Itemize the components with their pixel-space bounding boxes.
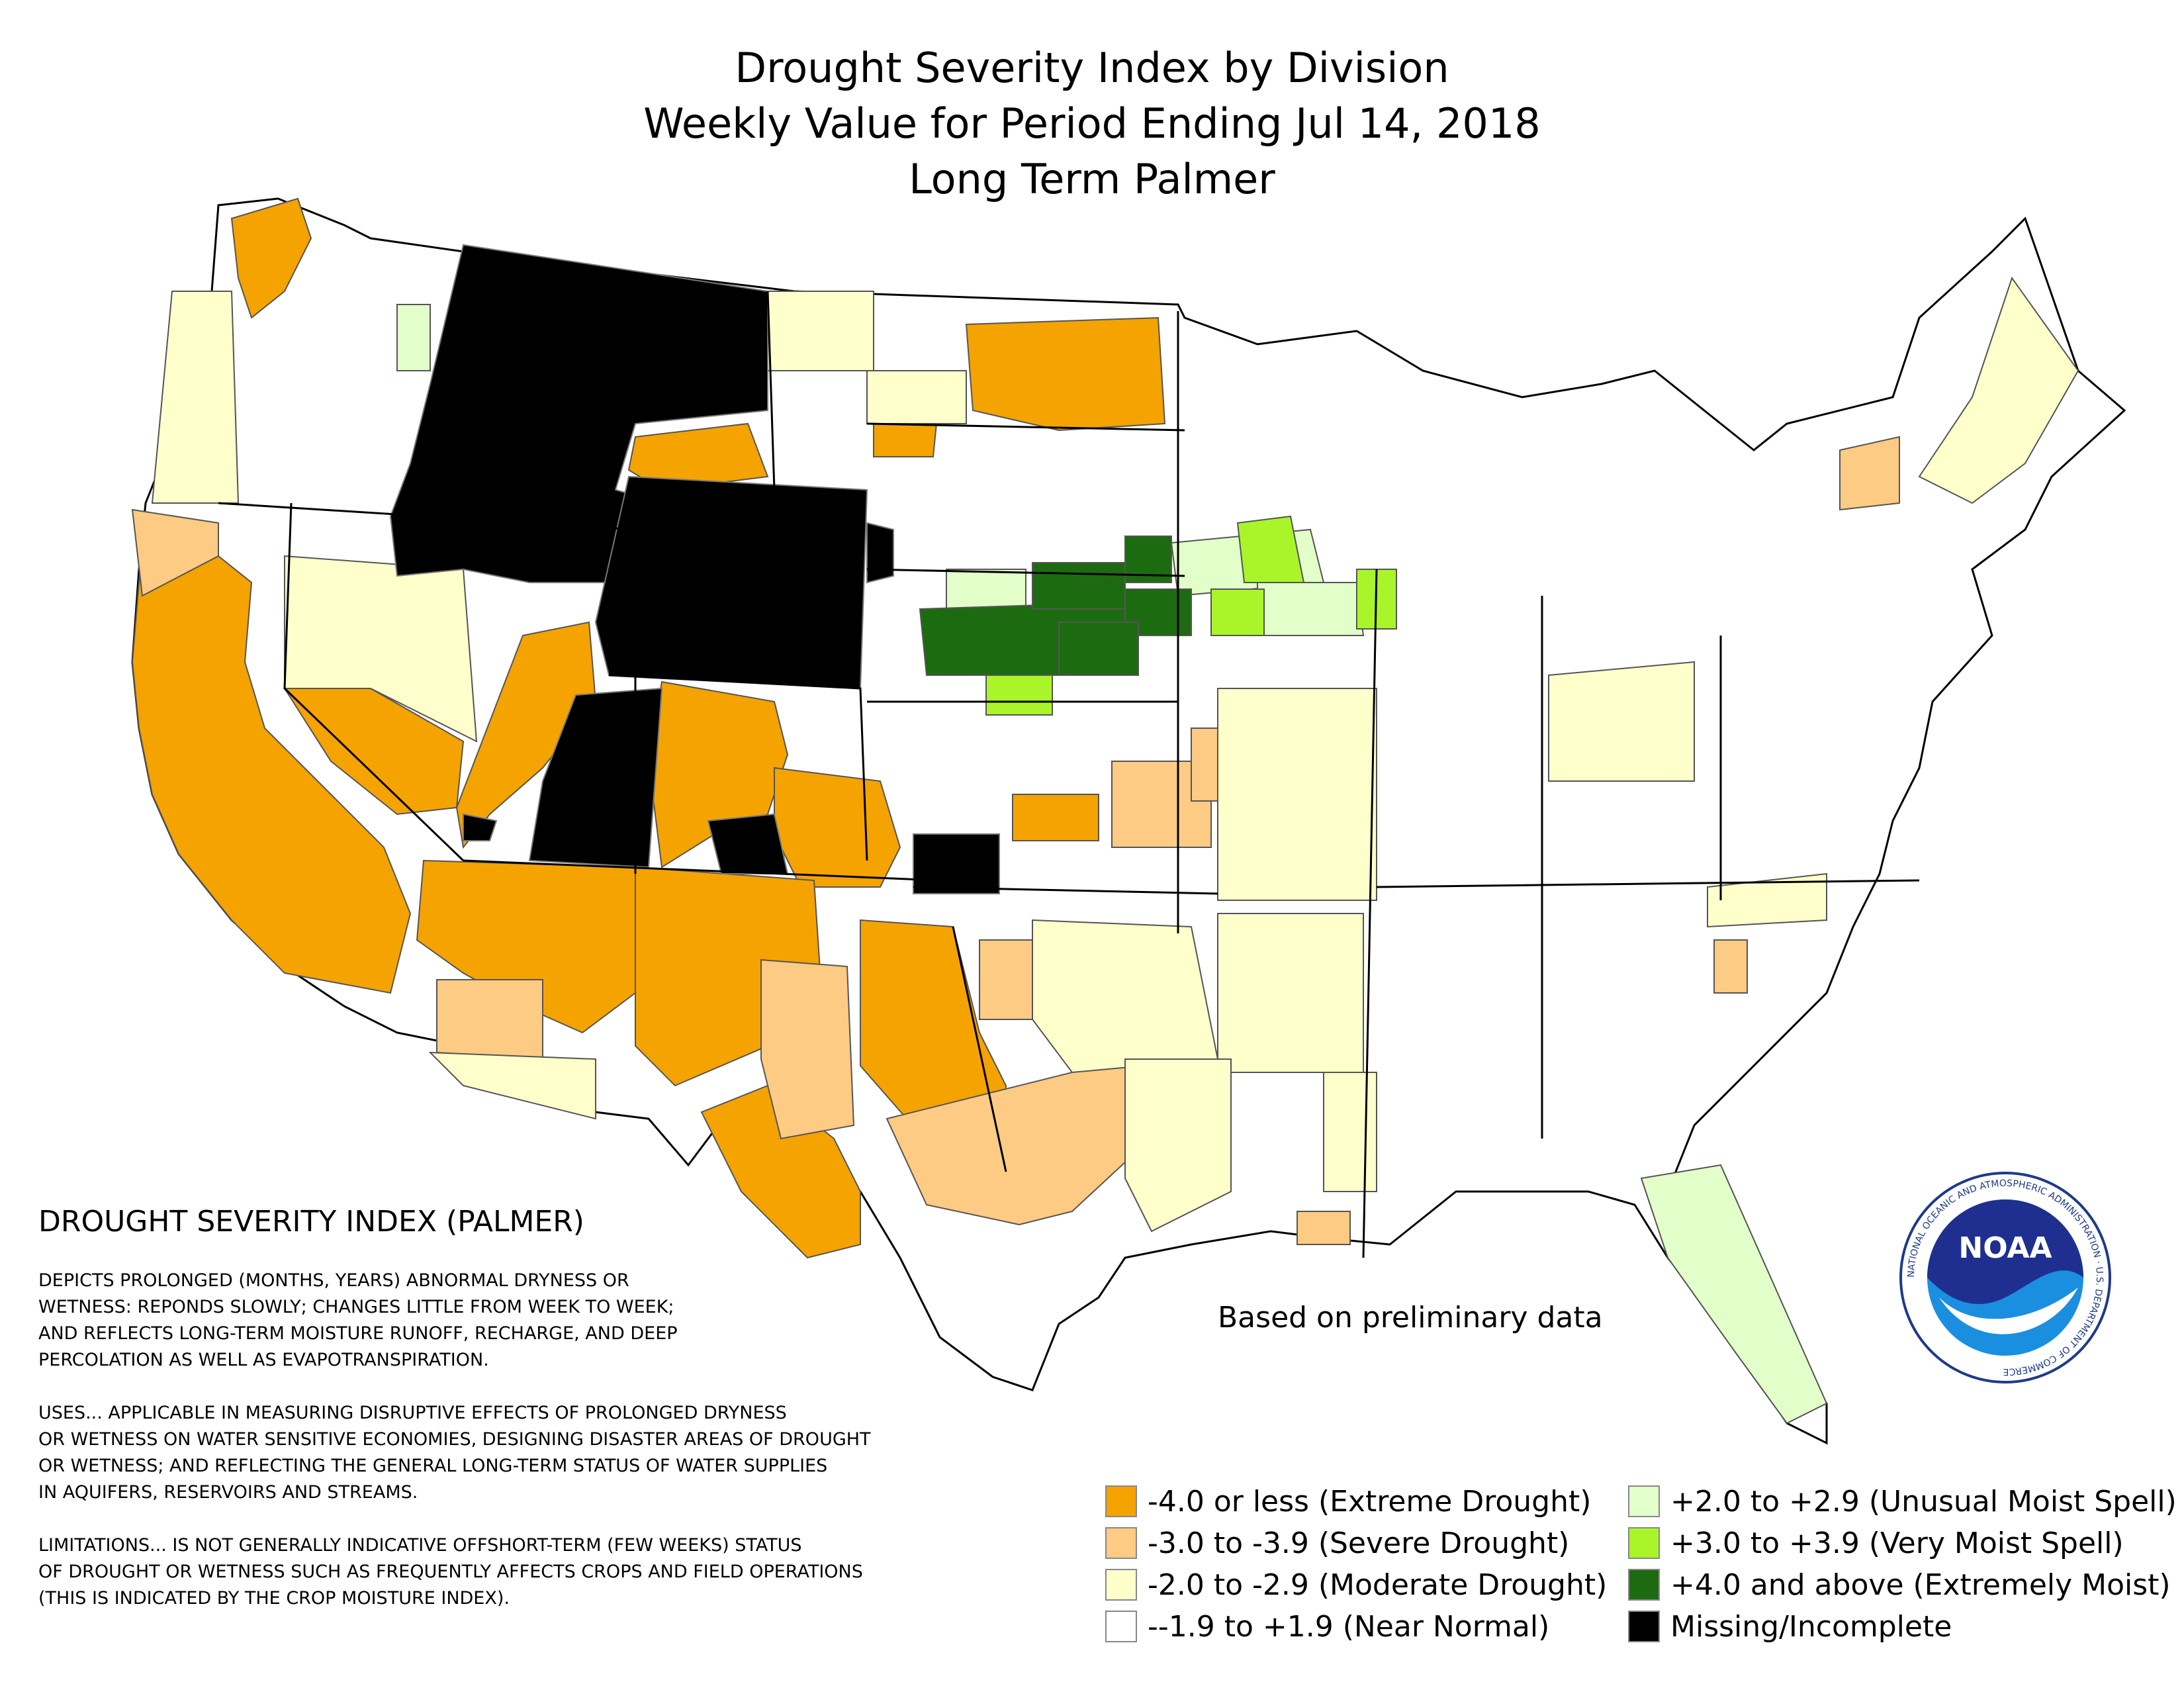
region-colorado-south [774, 767, 901, 888]
legend-label: --1.9 to +1.9 (Near Normal) [1148, 1609, 1550, 1644]
region-south-carolina [1713, 939, 1748, 994]
legend-label: -2.0 to -2.9 (Moderate Drought) [1148, 1568, 1608, 1602]
legend-swatch [1105, 1569, 1137, 1601]
region-south-dakota-east [1032, 562, 1126, 610]
map-title: Drought Severity Index by Division [735, 44, 1449, 92]
noaa-logo: NOAA NATIONAL OCEANIC AND ATMOSPHERIC AD… [1899, 1172, 2111, 1383]
legend-swatch [1105, 1527, 1137, 1559]
region-iowa-north [1257, 582, 1365, 636]
region-minnesota-central [1236, 515, 1305, 583]
region-north-dakota [965, 316, 1166, 432]
legend-severe-drought: -3.0 to -3.9 (Severe Drought) [1105, 1524, 1569, 1562]
legend-label: -4.0 or less (Extreme Drought) [1148, 1484, 1592, 1519]
region-kansas-west [1012, 794, 1099, 841]
legend-label: -3.0 to -3.9 (Severe Drought) [1148, 1526, 1570, 1560]
region-utah [455, 621, 597, 849]
region-minnesota-southwest [1124, 536, 1172, 583]
legend-swatch [1628, 1527, 1660, 1559]
legend-swatch [1628, 1611, 1660, 1642]
region-arizona-southwest [428, 1051, 596, 1120]
legend-swatch [1628, 1569, 1660, 1601]
region-texas-east [1124, 1058, 1232, 1233]
legend-extremely-moist: +4.0 and above (Extremely Moist) [1628, 1566, 2171, 1603]
uses-paragraph: USES... APPLICABLE IN MEASURING DISRUPTI… [38, 1403, 871, 1503]
noaa-logo-text: NOAA [1958, 1231, 2052, 1265]
region-montana-central [767, 291, 874, 371]
region-iowa-central [1210, 588, 1265, 636]
description-heading: DROUGHT SEVERITY INDEX (PALMER) [38, 1205, 584, 1239]
legend-missing: Missing/Incomplete [1628, 1608, 1952, 1645]
legend-label: +2.0 to +2.9 (Unusual Moist Spell) [1670, 1484, 2177, 1519]
region-florida [1640, 1164, 1828, 1425]
region-colorado-southwest [707, 813, 789, 874]
legend-moderate-drought: -2.0 to -2.9 (Moderate Drought) [1105, 1566, 1607, 1603]
legend-swatch [1105, 1611, 1137, 1642]
extremely-moist-regions [919, 536, 1192, 676]
legend-swatch [1105, 1485, 1137, 1517]
region-california [131, 541, 412, 994]
region-mississippi [1323, 1072, 1377, 1192]
legend-very-moist: +3.0 to +3.9 (Very Moist Spell) [1628, 1524, 2124, 1562]
region-arkansas [1217, 913, 1364, 1073]
region-ohio [1548, 661, 1695, 782]
region-new-mexico-east [760, 959, 855, 1140]
map-subtitle: Weekly Value for Period Ending Jul 14, 2… [643, 99, 1541, 148]
legend-swatch [1628, 1485, 1660, 1517]
index-description: DROUGHT SEVERITY INDEX (PALMER) DEPICTS … [38, 1205, 1044, 1638]
legend-unusual-moist: +2.0 to +2.9 (Unusual Moist Spell) [1628, 1483, 2177, 1520]
limitations-paragraph: LIMITATIONS... IS NOT GENERALLY INDICATI… [38, 1535, 863, 1609]
map-subtitle-2: Long Term Palmer [909, 155, 1275, 203]
region-oklahoma [1032, 919, 1219, 1074]
region-north-carolina [1707, 872, 1827, 928]
region-south-dakota-west [866, 370, 967, 424]
region-new-york [1839, 436, 1900, 511]
region-arizona-south [436, 979, 543, 1060]
region-nebraska-east [1058, 622, 1139, 676]
region-idaho-north [396, 304, 431, 371]
legend-label: Missing/Incomplete [1670, 1609, 1952, 1644]
legend-label: +3.0 to +3.9 (Very Moist Spell) [1670, 1526, 2124, 1560]
extreme-drought-regions [131, 197, 1166, 1259]
region-colorado-southeast [913, 833, 1000, 894]
region-washington-west [230, 197, 312, 319]
missing-regions [389, 244, 1000, 894]
legend-near-normal: --1.9 to +1.9 (Near Normal) [1105, 1608, 1549, 1645]
region-idaho-montana [389, 244, 768, 583]
state-boundaries [218, 251, 1920, 1258]
description-paragraph: DEPICTS PROLONGED (MONTHS, YEARS) ABNORM… [38, 1270, 678, 1370]
legend-extreme-drought: -4.0 or less (Extreme Drought) [1105, 1483, 1591, 1520]
region-oregon-coast [151, 291, 240, 504]
region-nebraska-north [946, 569, 1026, 610]
region-missouri [1217, 688, 1377, 901]
region-new-england [1918, 276, 2079, 504]
preliminary-data-note: Based on preliminary data [1218, 1301, 1603, 1335]
severe-drought-regions [131, 436, 1900, 1245]
region-utah-central [528, 687, 663, 868]
region-oklahoma-west [979, 939, 1033, 1020]
region-iowa-west [1124, 588, 1192, 636]
region-louisiana [1297, 1211, 1351, 1245]
moderate-drought-regions [151, 276, 2079, 1233]
legend-label: +4.0 and above (Extremely Moist) [1670, 1568, 2171, 1602]
region-nevada-southeast [463, 813, 498, 841]
region-california-north [131, 508, 219, 597]
region-wyoming-east [866, 522, 894, 584]
